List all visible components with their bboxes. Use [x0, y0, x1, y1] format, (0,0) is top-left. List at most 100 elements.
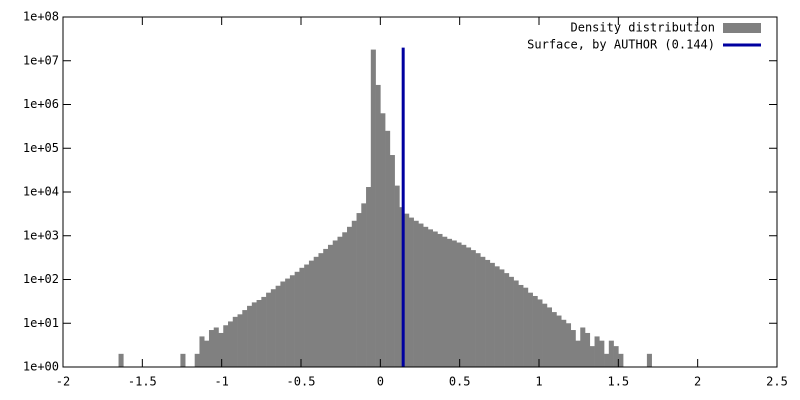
histogram-bar — [499, 269, 505, 367]
histogram-bar — [546, 307, 552, 367]
histogram-bar — [327, 244, 334, 367]
histogram-bar — [561, 319, 567, 367]
histogram-bar — [565, 323, 572, 367]
x-tick-label: -1.5 — [128, 375, 157, 389]
histogram-bar — [332, 240, 338, 367]
histogram-bar — [489, 262, 495, 367]
histogram-bar — [318, 253, 324, 367]
histogram-bar — [404, 213, 410, 367]
histogram-bar — [194, 353, 200, 367]
histogram-bar — [523, 287, 529, 367]
histogram-bar — [218, 332, 224, 367]
histogram-bar — [613, 346, 619, 367]
histogram-bar — [285, 278, 291, 367]
x-tick-label: -2 — [56, 375, 70, 389]
histogram-bar — [275, 285, 281, 367]
histogram-bar — [289, 275, 295, 367]
histogram-bar — [475, 253, 481, 367]
histogram-bar — [299, 267, 305, 367]
histogram-bar — [494, 266, 500, 367]
y-tick-label: 1e+08 — [23, 10, 59, 24]
histogram-bar — [308, 260, 314, 367]
histogram-bar — [604, 353, 610, 367]
histogram-bar — [389, 155, 395, 367]
y-tick-label: 1e+06 — [23, 97, 59, 111]
legend-swatch — [723, 23, 761, 33]
histogram-bar — [256, 299, 262, 367]
y-tick-label: 1e+07 — [23, 53, 59, 67]
y-tick-label: 1e+05 — [23, 141, 59, 155]
histogram-bar — [237, 314, 243, 367]
y-tick-label: 1e+00 — [23, 360, 59, 374]
histogram-bar — [456, 242, 462, 367]
histogram-bar — [532, 295, 538, 367]
histogram-bar — [223, 325, 229, 367]
histogram-bar — [251, 302, 257, 367]
histogram-bar — [370, 49, 376, 368]
histogram-bar — [504, 273, 510, 367]
y-tick-label: 1e+01 — [23, 316, 59, 330]
histogram-bar — [313, 256, 319, 367]
histogram-bar — [380, 113, 386, 367]
histogram-bar — [461, 244, 467, 367]
histogram-bar — [242, 310, 248, 367]
histogram-bar — [351, 220, 357, 367]
histogram-bar — [537, 299, 543, 367]
histogram-bar — [208, 330, 215, 367]
histogram-bar — [508, 276, 514, 367]
histogram-bar — [518, 284, 524, 367]
histogram-bar — [556, 315, 562, 367]
x-tick-label: 1.5 — [607, 375, 629, 389]
y-tick-label: 1e+04 — [23, 185, 59, 199]
histogram-bar — [513, 280, 519, 367]
histogram-bar — [213, 327, 219, 367]
histogram-bar — [646, 353, 652, 367]
x-tick-label: 0 — [377, 375, 384, 389]
histogram-bar — [413, 220, 419, 367]
histogram-bar — [261, 296, 267, 367]
histogram-bar — [542, 303, 548, 367]
histogram-bar — [599, 340, 605, 367]
histogram-bar — [361, 203, 367, 367]
histogram-bar — [418, 223, 424, 367]
histogram-bar — [280, 281, 286, 367]
histogram-bar — [432, 231, 438, 367]
histogram-bar — [575, 340, 581, 367]
histogram-bar — [485, 259, 491, 367]
histogram-bar — [347, 226, 353, 367]
histogram-bar — [366, 187, 372, 367]
histogram-bar — [580, 327, 586, 367]
legend-label: Density distribution — [571, 21, 716, 35]
histogram-bar — [375, 84, 381, 368]
histogram-bar — [199, 336, 205, 367]
x-tick-label: 1 — [535, 375, 542, 389]
histogram-bar — [480, 256, 486, 367]
histogram-bar — [323, 248, 329, 367]
histogram-bar — [266, 292, 272, 367]
x-tick-label: 2 — [694, 375, 701, 389]
histogram-bar — [446, 238, 453, 367]
histogram-bar — [437, 233, 443, 367]
histogram-bar — [589, 346, 595, 367]
histogram-bar — [608, 340, 614, 367]
histogram-bar — [337, 236, 343, 367]
x-tick-label: 2.5 — [766, 375, 788, 389]
histogram-bar — [304, 264, 310, 367]
histogram-bar — [394, 185, 400, 367]
histogram-bar — [427, 229, 433, 367]
histogram-bar — [594, 336, 600, 367]
histogram-bar — [470, 250, 476, 367]
x-tick-label: -1 — [214, 375, 228, 389]
histogram-bar — [618, 353, 624, 367]
histogram-bar — [442, 236, 448, 367]
histogram-bar — [423, 226, 429, 367]
histogram-bar — [356, 213, 362, 367]
y-tick-label: 1e+02 — [23, 272, 59, 286]
histogram-bar — [451, 240, 457, 367]
histogram-bar — [408, 217, 414, 367]
histogram-bar — [527, 292, 533, 367]
legend-label: Surface, by AUTHOR (0.144) — [527, 38, 715, 52]
histogram-bar — [180, 353, 186, 367]
